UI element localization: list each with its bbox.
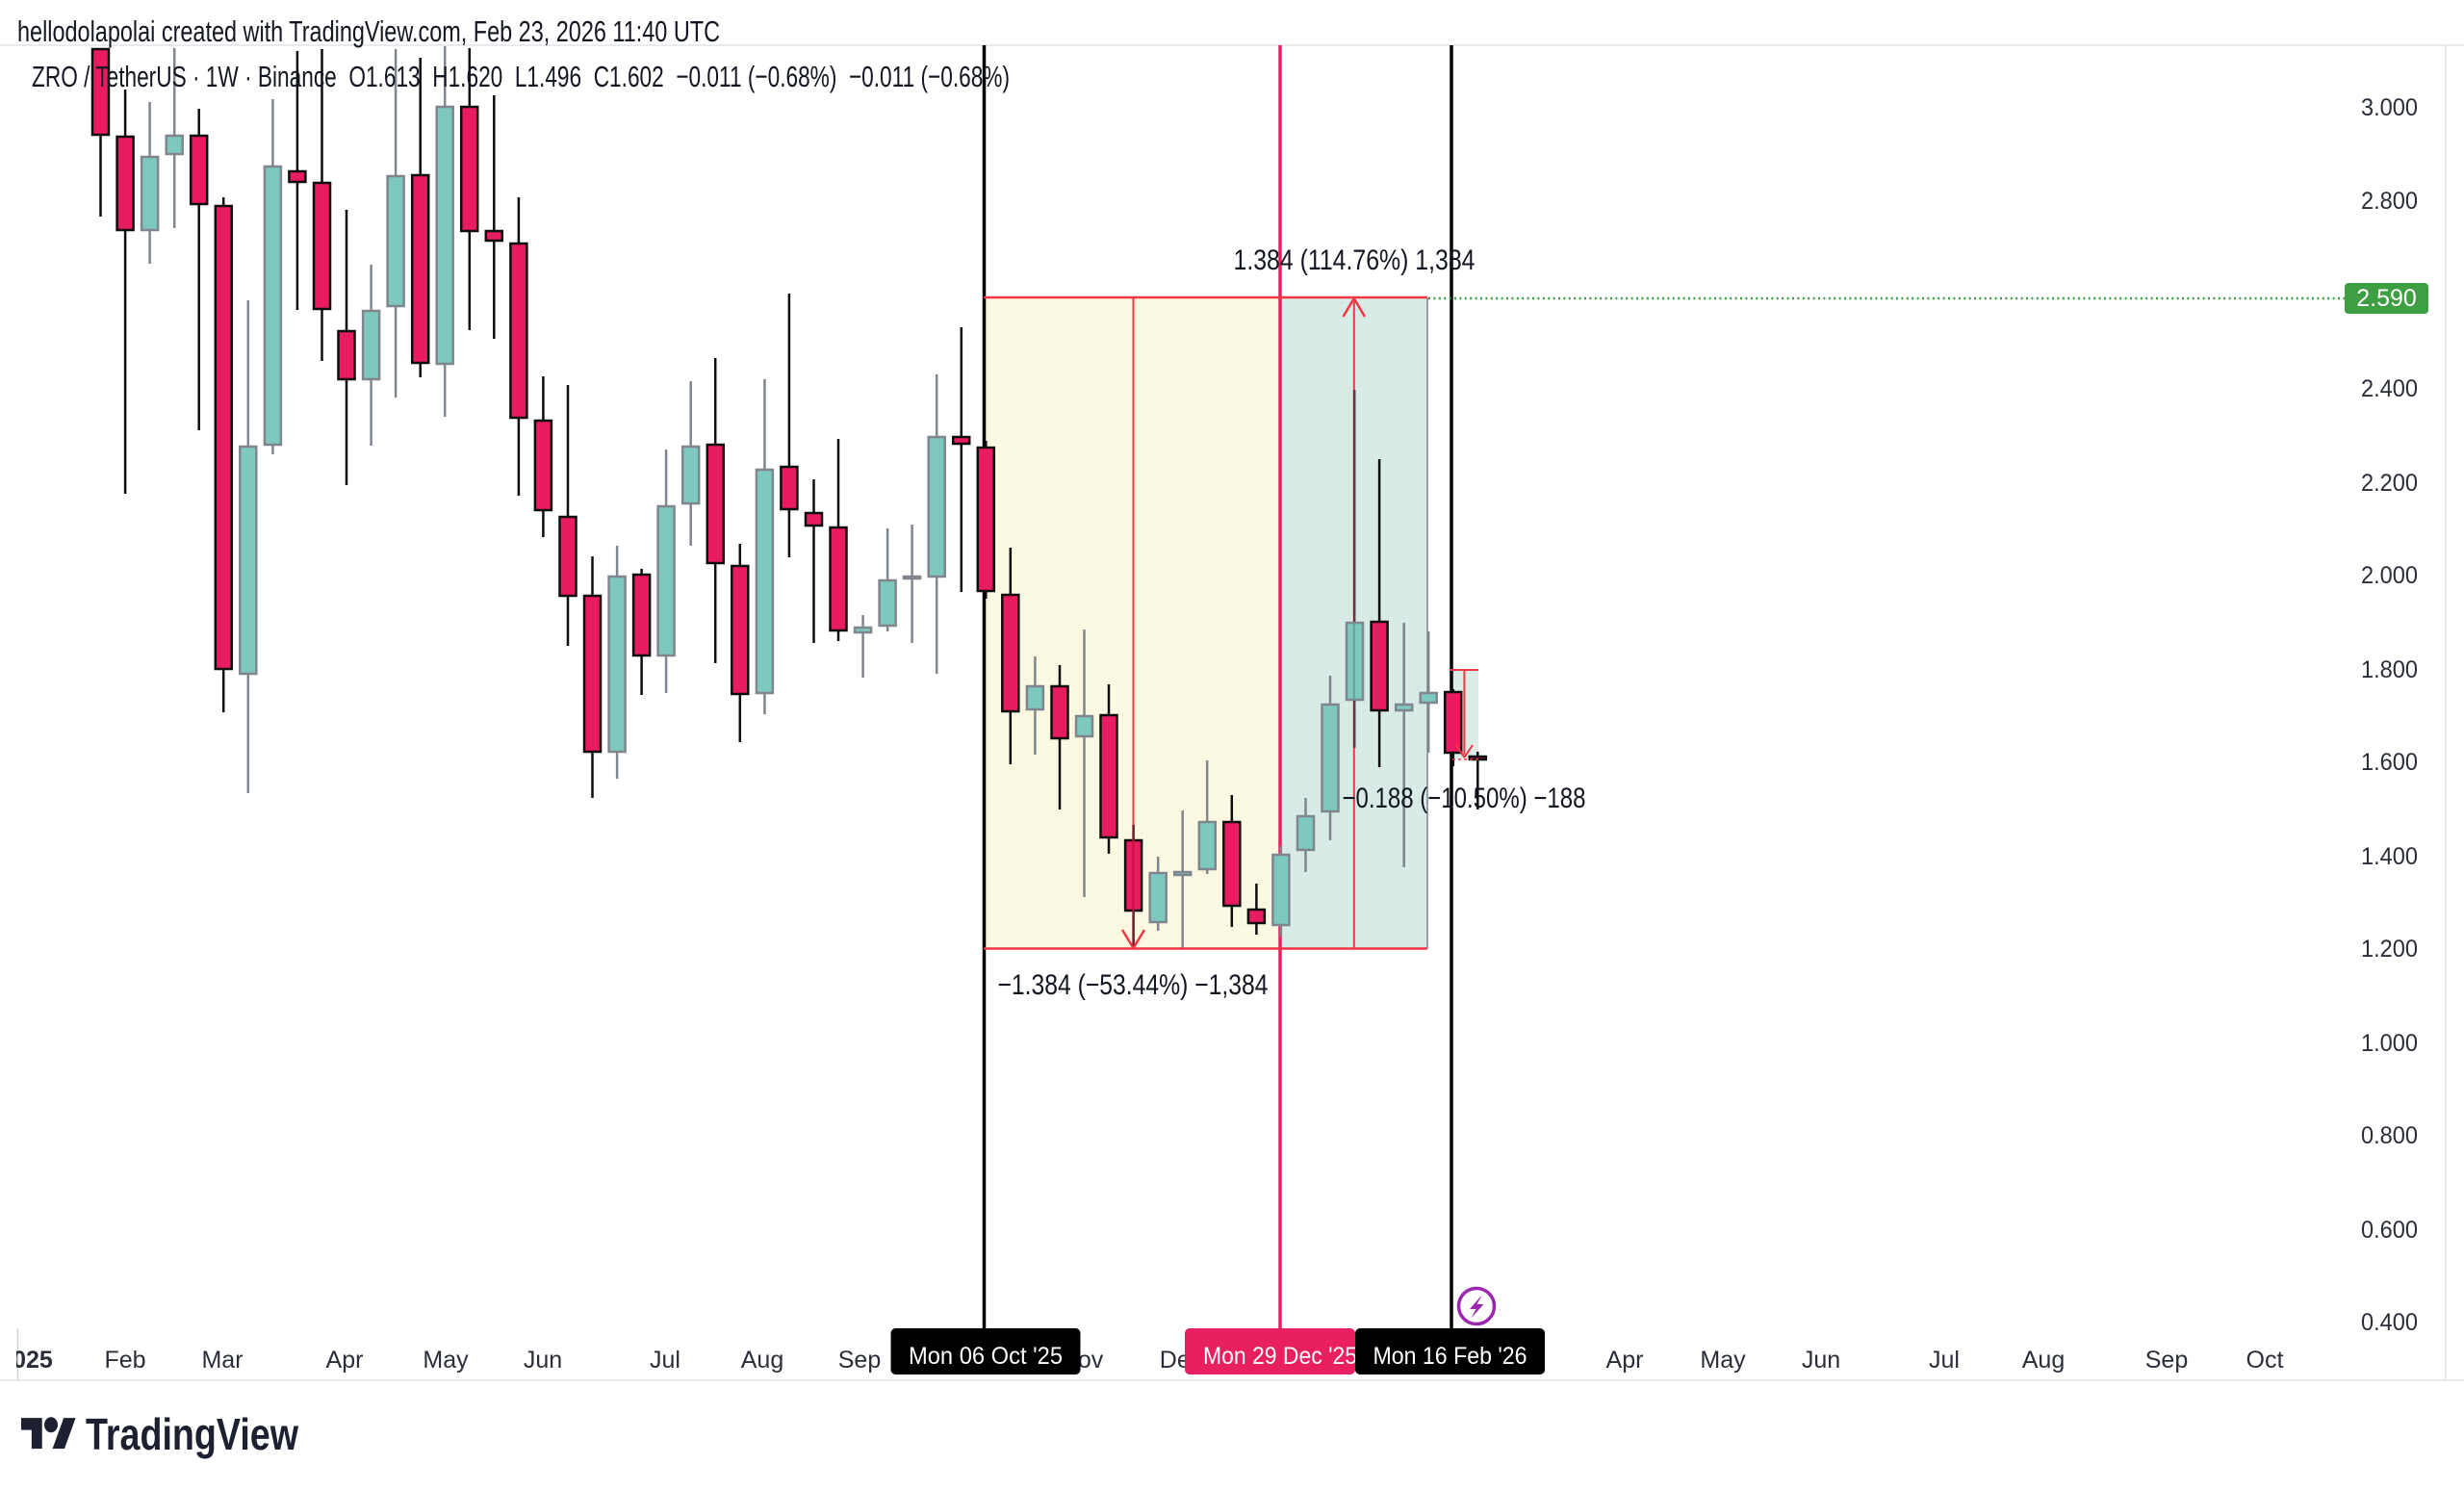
- svg-text:May: May: [423, 1347, 469, 1374]
- svg-text:ZRO / TetherUS · 1W · Binance: ZRO / TetherUS · 1W · Binance O1.613 H1.…: [32, 60, 1010, 93]
- svg-text:0.800: 0.800: [2361, 1122, 2418, 1149]
- svg-text:hellodolapolai created with Tr: hellodolapolai created with TradingView.…: [17, 14, 720, 48]
- svg-text:1.200: 1.200: [2361, 936, 2418, 963]
- svg-text:May: May: [1700, 1347, 1746, 1374]
- svg-text:Mon 06 Oct '25: Mon 06 Oct '25: [909, 1343, 1063, 1370]
- svg-text:1.800: 1.800: [2361, 656, 2418, 683]
- svg-text:Jul: Jul: [1929, 1347, 1960, 1374]
- svg-text:TradingView: TradingView: [86, 1409, 298, 1459]
- svg-text:1.000: 1.000: [2361, 1030, 2418, 1057]
- svg-text:0.600: 0.600: [2361, 1217, 2418, 1244]
- svg-text:Sep: Sep: [838, 1347, 881, 1374]
- svg-text:Jun: Jun: [1802, 1347, 1840, 1374]
- svg-text:2025: 2025: [0, 1347, 53, 1374]
- svg-text:Apr: Apr: [1606, 1347, 1644, 1374]
- svg-text:2.000: 2.000: [2361, 562, 2418, 589]
- svg-text:Apr: Apr: [326, 1347, 364, 1374]
- svg-text:Mar: Mar: [201, 1347, 243, 1374]
- svg-text:2.800: 2.800: [2361, 188, 2418, 215]
- svg-text:1.600: 1.600: [2361, 749, 2418, 776]
- svg-text:1.400: 1.400: [2361, 843, 2418, 870]
- svg-text:Aug: Aug: [2022, 1347, 2065, 1374]
- svg-text:Jun: Jun: [524, 1347, 562, 1374]
- svg-text:2.200: 2.200: [2361, 470, 2418, 497]
- svg-text:−1.384 (−53.44%) −1,384: −1.384 (−53.44%) −1,384: [998, 969, 1269, 1001]
- svg-text:2.400: 2.400: [2361, 375, 2418, 402]
- svg-text:Aug: Aug: [741, 1347, 783, 1374]
- svg-text:Mon 16 Feb '26: Mon 16 Feb '26: [1373, 1343, 1527, 1370]
- svg-text:3.000: 3.000: [2361, 94, 2418, 121]
- svg-text:Feb: Feb: [104, 1347, 145, 1374]
- svg-text:2.590: 2.590: [2356, 285, 2417, 312]
- svg-text:1.384 (114.76%) 1,384: 1.384 (114.76%) 1,384: [1234, 244, 1476, 276]
- svg-text:0.400: 0.400: [2361, 1309, 2418, 1336]
- svg-text:Sep: Sep: [2145, 1347, 2188, 1374]
- svg-text:Jul: Jul: [650, 1347, 680, 1374]
- svg-text:−0.188 (−10.50%) −188: −0.188 (−10.50%) −188: [1343, 783, 1586, 814]
- svg-text:Oct: Oct: [2246, 1347, 2284, 1374]
- svg-text:Mon 29 Dec '25: Mon 29 Dec '25: [1203, 1343, 1357, 1370]
